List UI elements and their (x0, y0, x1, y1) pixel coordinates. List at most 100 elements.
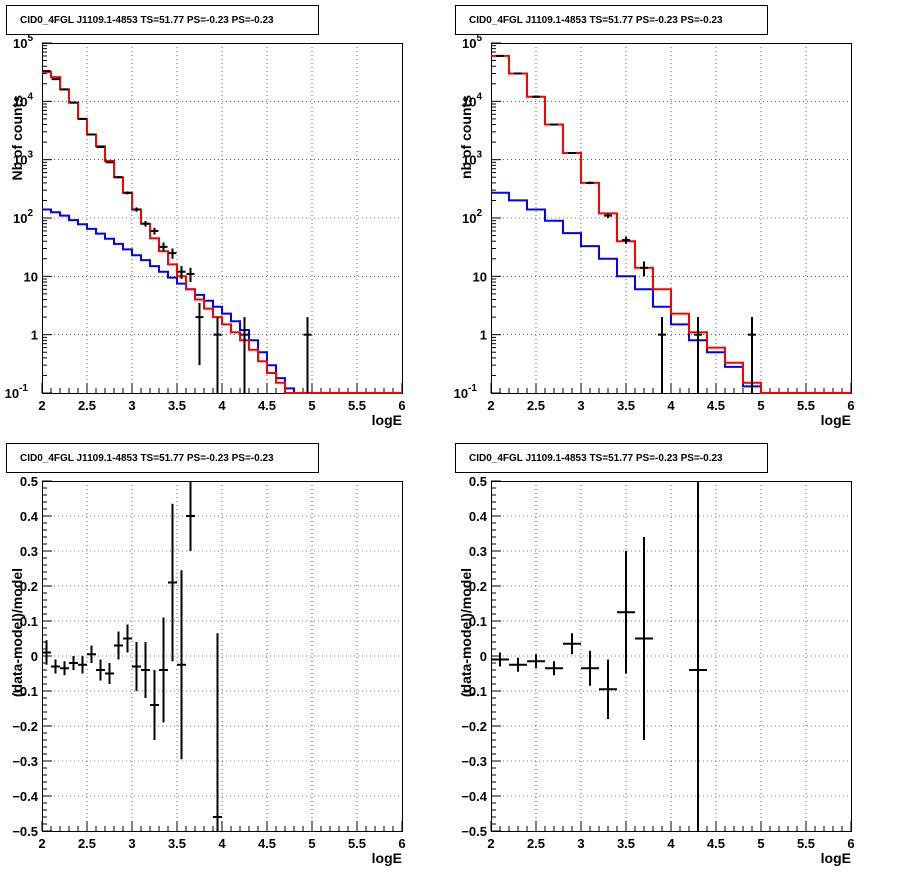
data-point (87, 645, 96, 663)
data-point (240, 317, 249, 393)
y-axis-label: nb of counts (458, 95, 474, 179)
x-tick-label: 2 (487, 398, 494, 413)
plot-frame (491, 43, 852, 394)
x-tick-label: 3.5 (617, 398, 635, 413)
x-tick-label: 3 (577, 836, 584, 851)
y-tick-label: 105 (462, 33, 482, 51)
y-tick-label: 103 (462, 150, 482, 168)
y-tick-label: −0.5 (12, 824, 38, 839)
data-point (177, 570, 186, 760)
data-point (150, 227, 159, 235)
data-point (150, 670, 159, 740)
y-axis: −0.5 −0.4 −0.3 −0.2 −0.1 0 0.1 0.2 0.3 0.4 0.5 (dat… (9, 474, 52, 839)
data-point (132, 207, 141, 212)
y-tick-label: 10 (24, 269, 38, 284)
y-tick-label: −0.2 (461, 719, 487, 734)
chart-title: CID0_4FGL J1109.1-4853 TS=51.77 PS=-0.23… (469, 453, 723, 464)
y-tick-label: −0.5 (461, 824, 487, 839)
y-tick-label: 10 (473, 269, 487, 284)
grid (42, 43, 402, 393)
x-tick-label: 6 (847, 398, 854, 413)
series-line-red (42, 70, 402, 394)
chart-panel-3: CID0_4FGL J1109.1-4853 TS=51.77 PS=-0.23… (6, 443, 406, 866)
x-tick-label: 3.5 (168, 398, 186, 413)
y-tick-label: 102 (13, 208, 33, 226)
title-box: CID0_4FGL J1109.1-4853 TS=51.77 PS=-0.23… (455, 5, 768, 35)
x-tick-label: 2 (38, 836, 45, 851)
y-tick-label: −0.1 (461, 684, 487, 699)
x-tick-label: 3.5 (168, 836, 186, 851)
plot-frame (491, 481, 852, 832)
data-point (159, 617, 168, 723)
y-tick-label: 105 (13, 33, 33, 51)
x-tick-label: 2.5 (527, 398, 545, 413)
x-tick-label: 4.5 (707, 398, 725, 413)
data-point (168, 503, 177, 662)
data-point (186, 267, 195, 282)
data-point (527, 654, 545, 669)
x-tick-label: 4.5 (258, 398, 276, 413)
y-tick-label: 0.1 (20, 614, 38, 629)
data-point (168, 248, 177, 259)
data-point (51, 659, 60, 674)
data-point (617, 551, 635, 674)
data-point (114, 631, 123, 660)
data-point (550, 123, 558, 126)
x-tick-label: 5 (757, 836, 764, 851)
data-point (491, 652, 509, 667)
data-point (60, 661, 69, 676)
y-tick-label: 0.2 (469, 579, 487, 594)
y-tick-label: 1 (31, 328, 38, 343)
x-tick-label: 3 (577, 398, 584, 413)
y-tick-label: −0.4 (461, 789, 487, 804)
x-tick-label: 3 (128, 398, 135, 413)
data-point (303, 317, 312, 393)
x-tick-label: 4 (218, 398, 226, 413)
data-point (545, 661, 563, 676)
y-tick-label: 0 (480, 649, 487, 664)
y-tick-label: 1 (480, 328, 487, 343)
y-tick-label: 0.5 (20, 474, 38, 489)
data-point (635, 537, 653, 740)
x-tick-label: 4 (218, 836, 226, 851)
data-point (114, 176, 123, 179)
data-point (563, 633, 581, 655)
x-axis-label: logE (821, 412, 851, 428)
chart-panel-2: CID0_4FGL J1109.1-4853 TS=51.77 PS=-0.23… (454, 5, 855, 428)
data-point (186, 481, 195, 551)
data-point (604, 213, 612, 218)
y-tick-label: 0.1 (469, 614, 487, 629)
x-axis-label: logE (372, 412, 402, 428)
title-box-border (455, 443, 768, 473)
x-tick-label: 5 (308, 836, 315, 851)
y-axis-label: (data-model)/model (458, 568, 474, 697)
y-tick-label: 0 (31, 649, 38, 664)
x-tick-label: 4.5 (258, 836, 276, 851)
data-point (60, 88, 69, 91)
data-point (105, 663, 114, 684)
plot-frame (42, 481, 403, 832)
title-box-border (6, 5, 319, 35)
data-point (87, 133, 96, 136)
x-tick-label: 5.5 (797, 398, 815, 413)
data-point (42, 640, 51, 665)
title-box: CID0_4FGL J1109.1-4853 TS=51.77 PS=-0.23… (6, 443, 319, 473)
data-points (42, 481, 222, 831)
data-point (568, 152, 576, 155)
series-line-red (491, 54, 851, 394)
y-tick-label: −0.1 (12, 684, 38, 699)
x-tick-label: 4 (667, 398, 675, 413)
x-tick-label: 2.5 (78, 398, 96, 413)
title-box-border (455, 5, 768, 35)
data-point (640, 261, 648, 277)
y-axis-label: (data-model)/model (9, 568, 25, 697)
grid (491, 481, 851, 831)
data-point (599, 659, 617, 719)
y-tick-label: 0.3 (20, 544, 38, 559)
data-point (159, 242, 168, 252)
data-point (195, 302, 204, 366)
x-tick-label: 3.5 (617, 836, 635, 851)
